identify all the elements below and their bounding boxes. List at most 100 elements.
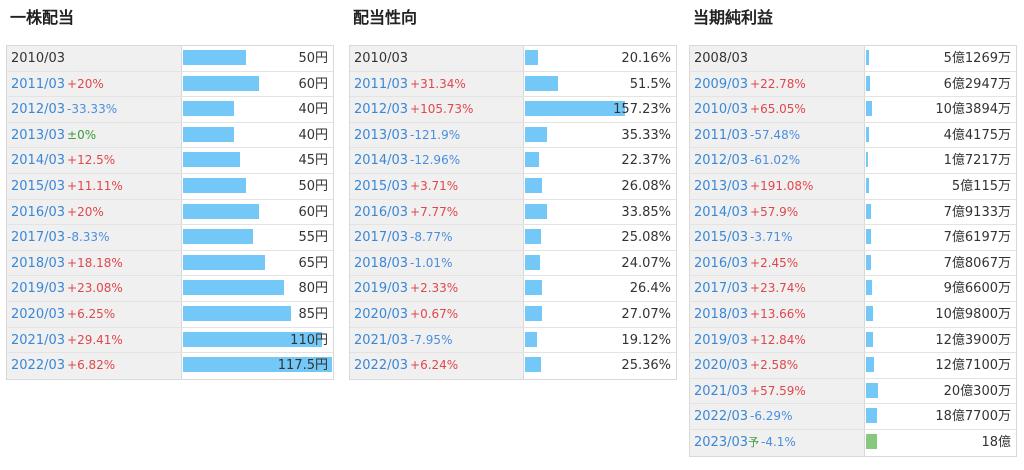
change-percent: +6.25% xyxy=(67,306,116,321)
value-label: 18億 xyxy=(981,434,1011,450)
year-cell: 2018/03 +18.18% xyxy=(7,250,182,276)
value-label: 20.16% xyxy=(621,51,671,66)
value-label: 60円 xyxy=(298,76,328,92)
change-percent: +2.33% xyxy=(410,281,459,296)
year-link[interactable]: 2014/03 xyxy=(11,153,66,169)
value-bar xyxy=(525,126,548,142)
year-cell: 2021/03 +57.59% xyxy=(690,378,865,404)
table-row: 2014/03 +57.9% 7億9133万 xyxy=(690,199,1016,226)
year-cell: 2012/03 -61.02% xyxy=(690,148,865,173)
table-row: 2016/03 +7.77% 33.85% xyxy=(350,199,676,226)
table-row: 2010/03 20.16% xyxy=(350,46,676,72)
year-link[interactable]: 2019/03 xyxy=(694,332,749,348)
year-link[interactable]: 2013/03 xyxy=(11,127,66,143)
change-percent: +13.66% xyxy=(750,306,806,321)
year-link[interactable]: 2017/03 xyxy=(11,230,66,246)
year-link[interactable]: 2018/03 xyxy=(354,255,409,271)
year-link[interactable]: 2021/03 xyxy=(11,332,66,348)
value-label: 10億9800万 xyxy=(935,306,1011,322)
value-label: 85円 xyxy=(298,306,328,322)
year-label: 2008/03 xyxy=(694,51,749,66)
year-link[interactable]: 2016/03 xyxy=(11,204,66,220)
value-bar xyxy=(866,254,871,270)
year-link[interactable]: 2013/03 xyxy=(354,127,409,143)
year-cell: 2019/03 +23.08% xyxy=(7,276,182,301)
year-link[interactable]: 2011/03 xyxy=(11,76,66,92)
value-bar xyxy=(866,101,873,117)
year-link[interactable]: 2014/03 xyxy=(694,204,749,220)
year-cell: 2016/03 +2.45% xyxy=(690,250,865,276)
change-percent: +191.08% xyxy=(750,178,814,193)
year-link[interactable]: 2012/03 xyxy=(354,102,409,118)
value-bar xyxy=(525,280,542,296)
year-link[interactable]: 2012/03 xyxy=(694,153,749,169)
panel-title: 配当性向 xyxy=(353,8,418,27)
value-label: 40円 xyxy=(298,127,328,143)
year-link[interactable]: 2016/03 xyxy=(694,255,749,271)
year-link[interactable]: 2017/03 xyxy=(354,230,409,246)
year-link[interactable]: 2019/03 xyxy=(11,281,66,297)
change-percent: +6.82% xyxy=(67,358,116,373)
panel-title: 当期純利益 xyxy=(693,8,774,27)
change-percent: +57.9% xyxy=(750,204,799,219)
table-row: 2012/03 -33.33% 40円 xyxy=(7,97,333,123)
year-link[interactable]: 2015/03 xyxy=(694,230,749,246)
year-link[interactable]: 2022/03 xyxy=(694,409,749,425)
table-row: 2019/03 +12.84% 12億3900万 xyxy=(690,327,1016,354)
table-row: 2018/03 -1.01% 24.07% xyxy=(350,250,676,277)
year-link[interactable]: 2022/03 xyxy=(11,358,66,374)
year-link[interactable]: 2014/03 xyxy=(354,153,409,169)
year-link[interactable]: 2015/03 xyxy=(354,178,409,194)
change-percent: -8.33% xyxy=(67,230,110,245)
year-link[interactable]: 2021/03 xyxy=(694,383,749,399)
value-label: 51.5% xyxy=(629,76,671,92)
net-income-table: 2008/03 5億1269万 2009/03 +22.78% 6億2947万 2010/… xyxy=(689,45,1017,457)
table-row: 2011/03 +20% 60円 xyxy=(7,71,333,98)
table-row: 2020/03 +2.58% 12億7100万 xyxy=(690,353,1016,379)
year-cell: 2015/03 -3.71% xyxy=(690,225,865,250)
year-cell: 2013/03 ±0% xyxy=(7,122,182,148)
year-link[interactable]: 2021/03 xyxy=(354,332,409,348)
year-link[interactable]: 2017/03 xyxy=(694,281,749,297)
value-bar xyxy=(525,331,538,347)
year-cell: 2009/03 +22.78% xyxy=(690,71,865,97)
year-link[interactable]: 2019/03 xyxy=(354,281,409,297)
year-cell: 2021/03 -7.95% xyxy=(350,327,524,353)
table-row: 2011/03 -57.48% 4億4175万 xyxy=(690,122,1016,149)
table-row: 2019/03 +2.33% 26.4% xyxy=(350,276,676,302)
year-cell: 2021/03 +29.41% xyxy=(7,327,182,353)
year-link[interactable]: 2020/03 xyxy=(11,306,66,322)
table-row: 2010/03 +65.05% 10億3894万 xyxy=(690,97,1016,123)
year-link[interactable]: 2023/03 xyxy=(694,434,749,450)
year-cell: 2012/03 -33.33% xyxy=(7,97,182,122)
table-row: 2014/03 +12.5% 45円 xyxy=(7,148,333,174)
panel-title: 一株配当 xyxy=(10,8,75,27)
value-bar xyxy=(183,177,247,193)
value-bar xyxy=(525,152,540,168)
change-percent: +7.77% xyxy=(410,204,459,219)
year-link[interactable]: 2009/03 xyxy=(694,76,749,92)
change-percent: -1.01% xyxy=(410,255,453,270)
year-link[interactable]: 2010/03 xyxy=(694,102,749,118)
year-link[interactable]: 2018/03 xyxy=(11,255,66,271)
year-link[interactable]: 2015/03 xyxy=(11,178,66,194)
year-link[interactable]: 2011/03 xyxy=(694,127,749,143)
year-link[interactable]: 2016/03 xyxy=(354,204,409,220)
change-percent: -12.96% xyxy=(410,153,461,168)
year-link[interactable]: 2018/03 xyxy=(694,306,749,322)
year-link[interactable]: 2020/03 xyxy=(694,358,749,374)
year-link[interactable]: 2012/03 xyxy=(11,102,66,118)
table-row: 2013/03 -121.9% 35.33% xyxy=(350,122,676,149)
year-link[interactable]: 2013/03 xyxy=(694,178,749,194)
year-cell: 2015/03 +3.71% xyxy=(350,173,524,199)
value-bar xyxy=(866,280,872,296)
year-link[interactable]: 2020/03 xyxy=(354,306,409,322)
year-link[interactable]: 2011/03 xyxy=(354,76,409,92)
table-row: 2023/03予 -4.1% 18億 xyxy=(690,429,1016,456)
value-bar xyxy=(183,126,234,142)
year-link[interactable]: 2022/03 xyxy=(354,358,409,374)
value-label: 7億8067万 xyxy=(943,255,1011,271)
year-cell: 2016/03 +7.77% xyxy=(350,199,524,225)
value-label: 22.37% xyxy=(621,153,671,169)
year-cell: 2011/03 +31.34% xyxy=(350,71,524,97)
